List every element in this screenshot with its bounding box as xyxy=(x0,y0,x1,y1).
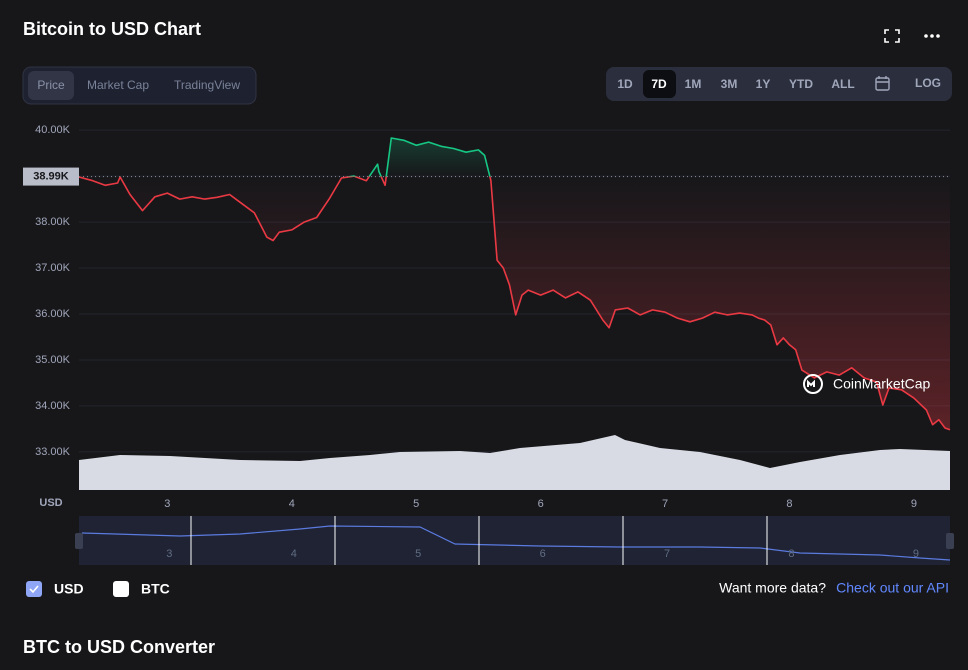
navigator-label: 8 xyxy=(788,548,794,560)
range-button[interactable]: 1Y xyxy=(756,77,771,91)
navigator-label: 9 xyxy=(913,548,919,560)
y-tick-label: 36.00K xyxy=(35,308,71,320)
reference-badge xyxy=(23,167,79,186)
y-tick-label: 37.00K xyxy=(35,262,71,274)
x-tick-label: 5 xyxy=(413,498,419,510)
fullscreen-icon[interactable] xyxy=(884,29,900,43)
range-button[interactable]: 1D xyxy=(617,77,633,91)
y-tick-label: 38.00K xyxy=(35,216,71,228)
reference-label: 38.99K xyxy=(33,170,69,182)
check xyxy=(29,585,39,594)
legend-checkbox[interactable] xyxy=(26,581,42,597)
watermark-logo xyxy=(803,374,823,394)
api-link[interactable]: Check out our API xyxy=(836,580,949,596)
calendar-icon[interactable] xyxy=(875,76,890,91)
x-tick-label: 7 xyxy=(662,498,668,510)
price-area xyxy=(79,138,950,430)
watermark: CoinMarketCap xyxy=(833,376,930,392)
navigator-handle[interactable] xyxy=(75,533,83,549)
y-tick-label: 33.00K xyxy=(35,446,71,458)
x-tick-label: 8 xyxy=(786,498,792,510)
legend-label[interactable]: USD xyxy=(54,581,84,597)
navigator-label: 4 xyxy=(291,548,297,560)
tab[interactable]: Price xyxy=(37,78,65,92)
legend-checkbox[interactable] xyxy=(113,581,129,597)
range-button[interactable]: LOG xyxy=(915,76,941,90)
tab-active xyxy=(28,71,74,100)
range-button[interactable]: ALL xyxy=(831,77,854,91)
y-tick-label: 35.00K xyxy=(35,354,71,366)
y-tick-label: 40.00K xyxy=(35,124,71,136)
range-button[interactable]: 7D xyxy=(651,77,667,91)
navigator[interactable] xyxy=(79,516,950,565)
navigator-dividers xyxy=(190,516,768,565)
navigator-label: 3 xyxy=(166,548,172,560)
tab-group xyxy=(22,66,257,105)
navigator-label: 5 xyxy=(415,548,421,560)
range-button[interactable]: YTD xyxy=(789,77,813,91)
more-data-text: Want more data? xyxy=(719,580,826,596)
legend-label[interactable]: BTC xyxy=(141,581,170,597)
range-group xyxy=(606,67,952,101)
tab[interactable]: TradingView xyxy=(174,78,240,92)
more-icon[interactable] xyxy=(924,34,940,38)
tab[interactable]: Market Cap xyxy=(87,78,149,92)
volume-area xyxy=(79,435,950,490)
navigator-label: 7 xyxy=(664,548,670,560)
axis-unit: USD xyxy=(39,497,62,509)
x-tick-label: 4 xyxy=(289,498,295,510)
chart-title: Bitcoin to USD Chart xyxy=(23,19,201,39)
navigator-label: 6 xyxy=(540,548,546,560)
range-active xyxy=(643,70,676,98)
x-tick-label: 6 xyxy=(538,498,544,510)
y-tick-label: 34.00K xyxy=(35,400,71,412)
x-tick-label: 9 xyxy=(911,498,917,510)
navigator-line xyxy=(81,525,951,561)
range-button[interactable]: 1M xyxy=(685,77,702,91)
range-button[interactable]: 3M xyxy=(721,77,738,91)
x-tick-label: 3 xyxy=(164,498,170,510)
navigator-handle[interactable] xyxy=(946,533,954,549)
converter-title: BTC to USD Converter xyxy=(23,637,215,657)
